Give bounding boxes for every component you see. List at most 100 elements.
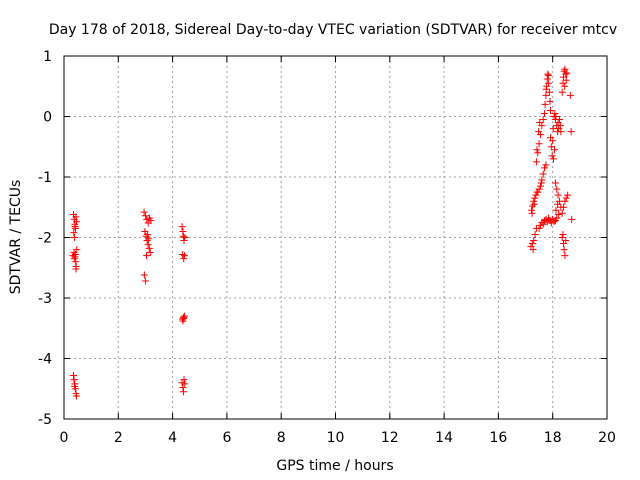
data-point [545, 79, 553, 87]
data-point [141, 277, 149, 285]
x-tick-labels: 0 2 4 6 8 10 12 14 16 18 20 [60, 430, 616, 446]
data-point [528, 209, 536, 217]
data-point [536, 119, 544, 127]
data-point [73, 246, 81, 254]
data-point [552, 113, 560, 120]
data-point [528, 240, 536, 248]
data-point [536, 131, 544, 139]
data-point [145, 235, 153, 243]
data-point [535, 185, 543, 193]
data-point [562, 194, 570, 202]
data-point [72, 392, 80, 400]
data-point [181, 252, 189, 260]
data-point [181, 380, 189, 388]
data-point [69, 252, 77, 260]
data-point [554, 191, 562, 199]
data-point [528, 206, 536, 214]
data-point [179, 250, 187, 258]
data-point [552, 206, 560, 214]
y-tick-label: 1 [43, 49, 52, 65]
tick-marks [63, 55, 608, 420]
data-point [542, 91, 550, 99]
data-point [546, 97, 554, 105]
data-point [529, 202, 537, 210]
y-tick-label: -2 [38, 231, 52, 247]
grid-layer [64, 56, 607, 419]
data-point [562, 76, 570, 84]
y-tick-label: -1 [38, 170, 52, 186]
data-point [551, 146, 559, 154]
data-point [180, 255, 188, 263]
data-point [539, 116, 547, 124]
data-point [544, 70, 552, 78]
data-point [541, 109, 549, 117]
data-point [179, 388, 187, 396]
y-tick-label: -3 [38, 291, 52, 307]
data-point [539, 220, 547, 228]
data-point [555, 211, 563, 219]
data-point [181, 234, 189, 241]
data-point [532, 191, 540, 199]
data-point [547, 143, 555, 151]
data-point [71, 234, 79, 241]
chart-title: Day 178 of 2018, Sidereal Day-to-day VTE… [49, 22, 617, 38]
x-tick-label: 6 [222, 430, 231, 446]
data-point [550, 155, 558, 163]
data-point [539, 170, 547, 178]
data-point [529, 246, 537, 254]
data-point [542, 161, 550, 169]
data-point [180, 376, 188, 384]
x-tick-label: 12 [381, 430, 399, 446]
x-tick-label: 18 [544, 430, 562, 446]
data-point [564, 191, 572, 199]
data-point [70, 255, 78, 263]
y-tick-label: 0 [43, 110, 52, 126]
data-point [562, 70, 570, 78]
data-point [145, 244, 153, 252]
data-point [536, 182, 544, 190]
data-point [558, 234, 566, 241]
y-axis-label: SDTVAR / TECUs [8, 180, 24, 295]
data-point [70, 371, 78, 379]
data-point [72, 265, 80, 273]
data-point [537, 179, 545, 187]
x-tick-label: 2 [114, 430, 123, 446]
data-point [561, 197, 569, 205]
data-point [179, 232, 187, 240]
data-point [70, 229, 78, 237]
data-point [541, 100, 549, 108]
data-point [144, 230, 152, 238]
data-point [147, 217, 155, 225]
data-point [566, 91, 574, 99]
data-point [530, 200, 538, 208]
x-tick-label: 8 [277, 430, 286, 446]
data-point [530, 197, 538, 205]
data-point [144, 241, 152, 249]
data-point [556, 122, 564, 130]
data-point [140, 271, 148, 279]
data-point [530, 237, 538, 245]
data-point [545, 88, 553, 96]
data-point [179, 313, 187, 321]
data-point [143, 237, 151, 245]
data-point [568, 215, 576, 223]
y-tick-label: -4 [38, 352, 52, 368]
data-point [71, 223, 79, 231]
x-tick-label: 16 [489, 430, 507, 446]
x-tick-label: 10 [327, 430, 345, 446]
data-point [180, 315, 188, 323]
data-point [558, 88, 566, 96]
data-point [559, 79, 567, 87]
data-point [535, 128, 543, 136]
data-point [72, 218, 80, 226]
data-point [561, 252, 569, 260]
data-point [531, 194, 539, 202]
data-point [553, 185, 561, 193]
data-point [533, 146, 541, 154]
data-point [561, 82, 569, 90]
data-point [179, 227, 187, 235]
data-point [543, 82, 551, 90]
data-point [549, 137, 557, 145]
data-point [543, 75, 551, 83]
data-point [561, 65, 569, 73]
